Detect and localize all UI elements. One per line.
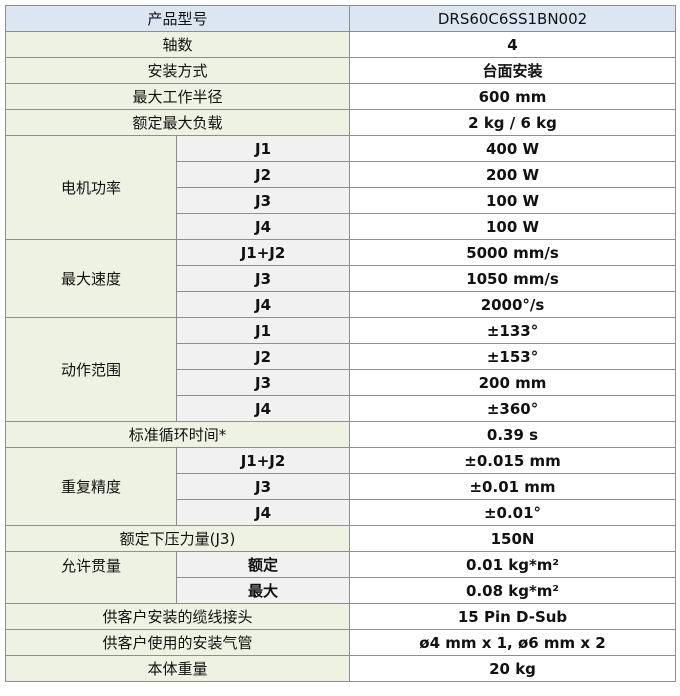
table-row: 最大 0.08 kg*m² bbox=[6, 577, 677, 604]
row-value: 0.39 s bbox=[349, 421, 677, 448]
header-label: 产品型号 bbox=[4, 5, 351, 32]
row-value: ±0.01° bbox=[349, 499, 677, 526]
row-label: 本体重量 bbox=[4, 655, 351, 682]
table-row: 最大速度 J1+J2 5000 mm/s bbox=[5, 239, 677, 318]
row-label: 供客户安装的缆线接头 bbox=[4, 603, 351, 630]
table-row: J2 200 W bbox=[6, 161, 677, 188]
sub-label: J1+J2 bbox=[175, 447, 351, 474]
table-row: J4 100 W bbox=[6, 213, 677, 240]
row-value: 0.08 kg*m² bbox=[349, 577, 677, 604]
table-row: 电机功率 J1 400 W bbox=[5, 135, 677, 240]
table-row: 额定下压力量(J3) 150N bbox=[4, 525, 677, 552]
row-value: 1050 mm/s bbox=[349, 265, 677, 292]
row-label: 轴数 bbox=[4, 31, 351, 58]
sub-label: J1+J2 bbox=[175, 239, 351, 266]
sub-label: J4 bbox=[175, 213, 351, 240]
sub-label: J2 bbox=[175, 343, 351, 370]
row-value: 台面安装 bbox=[349, 57, 677, 84]
row-value: 200 W bbox=[349, 161, 677, 188]
table-row: J4 2000°/s bbox=[6, 291, 677, 318]
table-row: 产品型号 DRS60C6SS1BN002 bbox=[4, 5, 677, 32]
header-value: DRS60C6SS1BN002 bbox=[349, 5, 677, 32]
row-value: ±0.01 mm bbox=[349, 473, 677, 500]
row-label: 额定下压力量(J3) bbox=[4, 525, 351, 552]
row-value: 4 bbox=[349, 31, 677, 58]
table-row: 重复精度 J1+J2 ±0.015 mm bbox=[5, 447, 677, 526]
table-row: 供客户安装的缆线接头 15 Pin D-Sub bbox=[4, 603, 677, 630]
row-label: 允许贯量 bbox=[5, 551, 177, 604]
row-label: 供客户使用的安装气管 bbox=[4, 629, 351, 656]
table-row: 供客户使用的安装气管 ø4 mm x 1, ø6 mm x 2 bbox=[4, 629, 677, 656]
spec-table: 产品型号 DRS60C6SS1BN002 轴数 4 安装方式 台面安装 最大工作半径 600 … bbox=[4, 5, 677, 682]
row-value: ±153° bbox=[349, 343, 677, 370]
table-row: 额定最大负载 2 kg / 6 kg bbox=[4, 109, 677, 136]
row-value: 5000 mm/s bbox=[349, 239, 677, 266]
row-value: ±360° bbox=[349, 395, 677, 422]
table-row: J4 ±360° bbox=[6, 395, 677, 422]
row-label: 最大速度 bbox=[5, 239, 177, 318]
sub-label: J1 bbox=[175, 135, 351, 162]
sub-label: 最大 bbox=[175, 577, 351, 604]
row-value: 100 W bbox=[349, 187, 677, 214]
row-value: ø4 mm x 1, ø6 mm x 2 bbox=[349, 629, 677, 656]
sub-label: J2 bbox=[175, 161, 351, 188]
row-label: 标准循环时间* bbox=[4, 421, 351, 448]
sub-label: J4 bbox=[175, 395, 351, 422]
row-value: 2000°/s bbox=[349, 291, 677, 318]
row-value: 150N bbox=[349, 525, 677, 552]
row-value: 400 W bbox=[349, 135, 677, 162]
table-row: J3 1050 mm/s bbox=[6, 265, 677, 292]
row-label: 额定最大负载 bbox=[4, 109, 351, 136]
row-value: 600 mm bbox=[349, 83, 677, 110]
sub-label: 额定 bbox=[175, 551, 351, 578]
sub-label: J3 bbox=[175, 187, 351, 214]
row-value: 15 Pin D-Sub bbox=[349, 603, 677, 630]
row-label: 电机功率 bbox=[5, 135, 177, 240]
sub-label: J3 bbox=[175, 473, 351, 500]
spec-table-container: 产品型号 DRS60C6SS1BN002 轴数 4 安装方式 台面安装 最大工作半径 600 … bbox=[4, 5, 677, 682]
table-row: 标准循环时间* 0.39 s bbox=[4, 421, 677, 448]
row-value: 2 kg / 6 kg bbox=[349, 109, 677, 136]
table-row: 允许贯量 额定 0.01 kg*m² bbox=[5, 551, 677, 604]
table-row: 轴数 4 bbox=[4, 31, 677, 58]
row-value: ±133° bbox=[349, 317, 677, 344]
row-value: 200 mm bbox=[349, 369, 677, 396]
table-row: 动作范围 J1 ±133° bbox=[5, 317, 677, 422]
row-value: 0.01 kg*m² bbox=[349, 551, 677, 578]
spec-table-body: 产品型号 DRS60C6SS1BN002 轴数 4 安装方式 台面安装 最大工作半径 600 … bbox=[4, 5, 677, 682]
row-value: ±0.015 mm bbox=[349, 447, 677, 474]
row-label: 动作范围 bbox=[5, 317, 177, 422]
row-label: 最大工作半径 bbox=[4, 83, 351, 110]
table-row: 最大工作半径 600 mm bbox=[4, 83, 677, 110]
table-row: J2 ±153° bbox=[6, 343, 677, 370]
row-label: 安装方式 bbox=[4, 57, 351, 84]
table-row: 安装方式 台面安装 bbox=[4, 57, 677, 84]
table-row: J4 ±0.01° bbox=[6, 499, 677, 526]
table-row: 本体重量 20 kg bbox=[4, 655, 677, 682]
sub-label: J1 bbox=[175, 317, 351, 344]
sub-label: J3 bbox=[175, 369, 351, 396]
sub-label: J3 bbox=[175, 265, 351, 292]
sub-label: J4 bbox=[175, 291, 351, 318]
table-row: J3 200 mm bbox=[6, 369, 677, 396]
row-value: 100 W bbox=[349, 213, 677, 240]
row-value: 20 kg bbox=[349, 655, 677, 682]
row-label: 重复精度 bbox=[5, 447, 177, 526]
sub-label: J4 bbox=[175, 499, 351, 526]
